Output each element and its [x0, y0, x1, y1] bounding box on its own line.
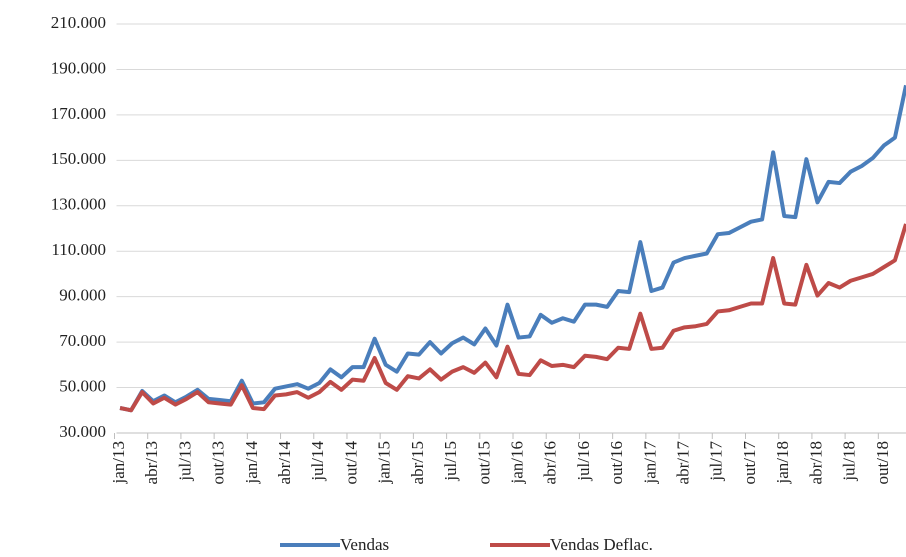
x-tick-label: jan/13	[109, 441, 128, 485]
x-tick-label: abr/15	[408, 441, 427, 484]
x-tick-label: jul/17	[707, 441, 726, 482]
x-tick-label: abr/14	[275, 441, 294, 485]
x-tick-label: jan/18	[773, 441, 792, 485]
legend-label: Vendas	[340, 535, 389, 554]
x-tick-label: out/15	[474, 441, 493, 484]
x-tick-label: out/16	[607, 441, 626, 484]
x-tick-label: jan/14	[242, 441, 261, 485]
x-tick-label: jan/15	[375, 441, 394, 485]
y-tick-label: 130.000	[51, 195, 106, 214]
x-tick-label: jul/13	[175, 441, 194, 482]
x-tick-label: abr/13	[142, 441, 161, 484]
y-tick-label: 210.000	[51, 13, 106, 32]
series-line	[119, 223, 906, 413]
y-tick-label: 70.000	[59, 331, 106, 350]
x-tick-label: out/18	[873, 441, 892, 484]
y-tick-label: 170.000	[51, 104, 106, 123]
x-tick-label: jul/15	[441, 441, 460, 482]
x-tick-label: jul/16	[574, 441, 593, 482]
y-tick-label: 50.000	[59, 376, 106, 395]
y-tick-label: 190.000	[51, 58, 106, 77]
legend-label: Vendas Deflac.	[550, 535, 653, 554]
x-tick-label: out/17	[740, 441, 759, 485]
x-tick-label: abr/18	[806, 441, 825, 484]
x-tick-label: out/13	[209, 441, 228, 484]
y-tick-label: 90.000	[59, 286, 106, 305]
y-tick-label: 30.000	[59, 422, 106, 441]
x-tick-label: jul/18	[840, 441, 859, 482]
x-tick-label: abr/17	[674, 441, 693, 485]
y-tick-label: 150.000	[51, 149, 106, 168]
x-tick-label: abr/16	[541, 441, 560, 484]
x-tick-label: jul/14	[308, 441, 327, 482]
y-tick-label: 110.000	[51, 240, 106, 259]
x-tick-label: jan/17	[640, 441, 659, 485]
x-tick-label: jan/16	[507, 441, 526, 485]
x-tick-label: out/14	[341, 441, 360, 485]
